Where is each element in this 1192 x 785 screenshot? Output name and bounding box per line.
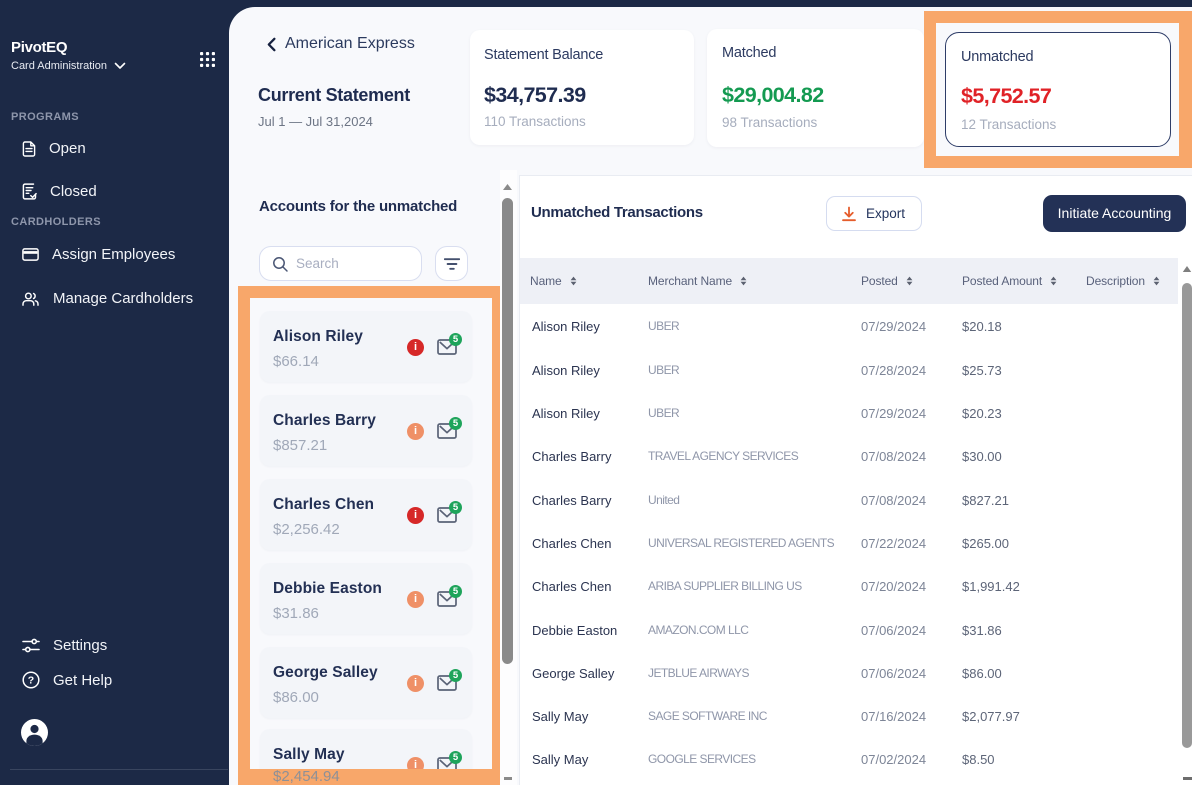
svg-text:?: ?	[28, 675, 34, 687]
